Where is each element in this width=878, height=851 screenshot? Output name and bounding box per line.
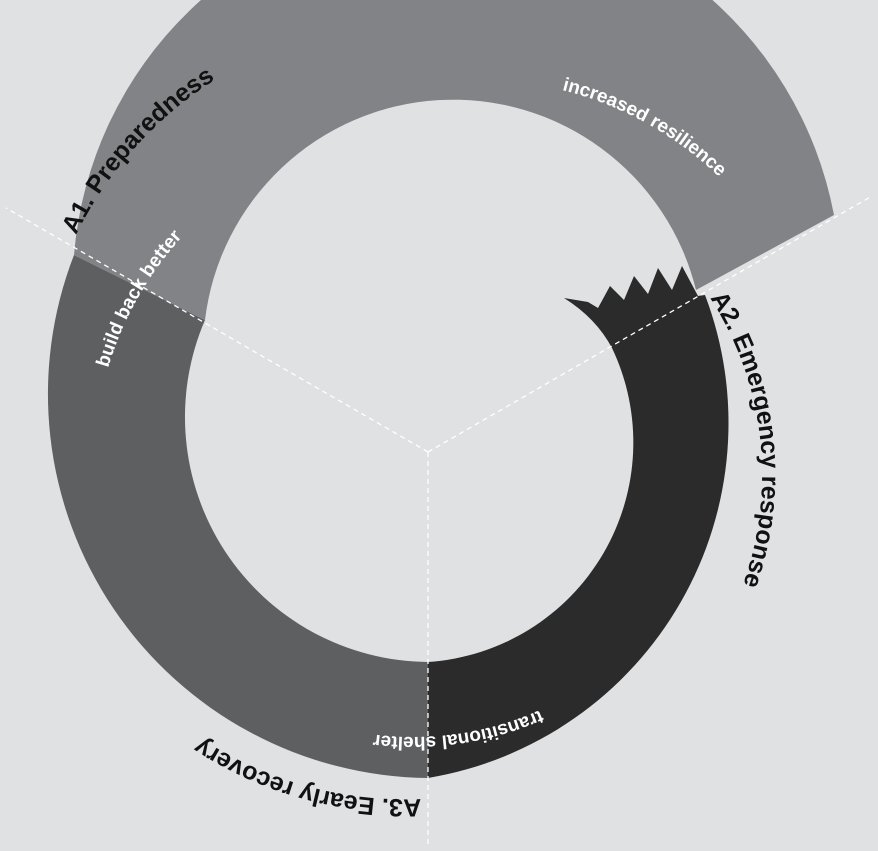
segment-preparedness — [74, 0, 834, 320]
segment-emergency-response — [428, 266, 729, 778]
divider-a1-a3 — [5, 207, 429, 453]
segment-early-recovery — [47, 255, 428, 778]
divider-a1-a2 — [427, 195, 873, 453]
